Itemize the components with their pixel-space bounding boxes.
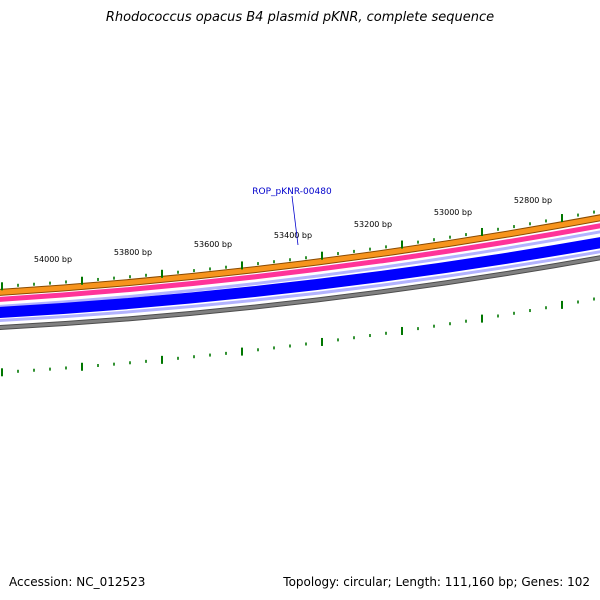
ruler-label: 53600 bp — [194, 240, 232, 249]
blue-track — [0, 237, 600, 318]
map-title: Rhodococcus opacus B4 plasmid pKNR, comp… — [105, 10, 495, 25]
pink-track — [0, 223, 600, 302]
ruler-label: 53000 bp — [434, 208, 472, 217]
ruler-label: 53200 bp — [354, 220, 392, 229]
ruler-label: 52800 bp — [514, 196, 552, 205]
ruler-labels: 54000 bp 53800 bp 53600 bp 53400 bp 53200 bp… — [34, 196, 552, 264]
lavender-band-lower — [0, 250, 600, 322]
feature-tracks — [0, 214, 600, 330]
ruler-label: 54000 bp — [34, 255, 72, 264]
orange-track — [0, 215, 600, 295]
gene-leader-line — [291, 195, 299, 246]
gene-marker[interactable]: ROP_pKNR-00480 — [252, 187, 332, 246]
ruler-label: 53800 bp — [114, 248, 152, 257]
ruler-label: 53400 bp — [274, 231, 312, 240]
lavender-band — [0, 230, 600, 308]
gene-label[interactable]: ROP_pKNR-00480 — [252, 187, 332, 197]
sequence-summary: Topology: circular; Length: 111,160 bp; … — [283, 575, 590, 589]
accession-text: Accession: NC_012523 — [9, 575, 146, 589]
ruler-ticks — [1, 210, 595, 377]
gray-track — [0, 256, 600, 329]
